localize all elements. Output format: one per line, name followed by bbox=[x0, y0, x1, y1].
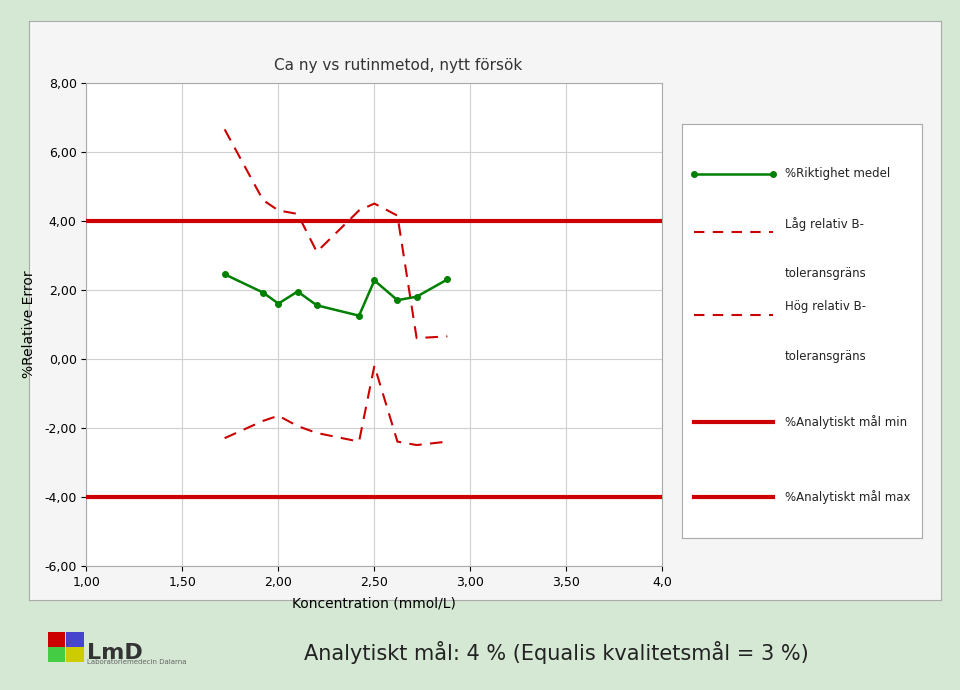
X-axis label: Koncentration (mmol/L): Koncentration (mmol/L) bbox=[293, 597, 456, 611]
Text: %Analytiskt mål max: %Analytiskt mål max bbox=[784, 490, 910, 504]
Text: LmD: LmD bbox=[86, 643, 142, 662]
Text: toleransgräns: toleransgräns bbox=[784, 350, 867, 362]
Text: Hög relativ B-: Hög relativ B- bbox=[784, 300, 866, 313]
Text: %Analytiskt mål min: %Analytiskt mål min bbox=[784, 415, 907, 429]
Text: Laboratoriemedecin Dalarna: Laboratoriemedecin Dalarna bbox=[86, 660, 186, 665]
Text: Låg relativ B-: Låg relativ B- bbox=[784, 217, 864, 230]
Y-axis label: %Relative Error: %Relative Error bbox=[22, 270, 36, 378]
Text: %Riktighet medel: %Riktighet medel bbox=[784, 168, 890, 180]
Text: Analytiskt mål: 4 % (Equalis kvalitetsmål = 3 %): Analytiskt mål: 4 % (Equalis kvalitetsmå… bbox=[304, 641, 809, 664]
Text: toleransgräns: toleransgräns bbox=[784, 267, 867, 279]
Text: Ca ny vs rutinmetod, nytt försök: Ca ny vs rutinmetod, nytt försök bbox=[275, 58, 522, 73]
